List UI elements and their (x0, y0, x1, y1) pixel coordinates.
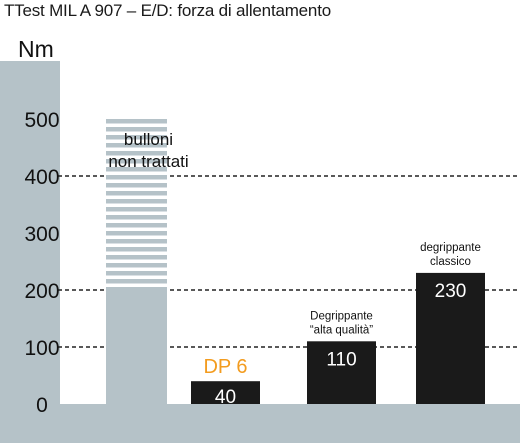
bar (416, 272, 485, 404)
bar-stripe (106, 151, 167, 156)
bar-category-label: classico (430, 256, 471, 268)
bar-stripe (106, 239, 167, 244)
bar-stripe (106, 183, 167, 188)
bar-stripe (106, 271, 167, 276)
bar-value-label: 230 (435, 281, 467, 302)
bar (191, 381, 260, 404)
bar-value-label: 40 (215, 387, 236, 408)
bar-value-label: 110 (326, 349, 356, 370)
chart-title: TTest MIL A 907 – E/D: forza di allentam… (4, 1, 331, 20)
bar-category-label: non trattati (108, 152, 188, 171)
bar-stripe (106, 215, 167, 220)
bar-stripe (106, 143, 167, 148)
bar-category-label: degrippante (420, 242, 481, 254)
y-axis-unit: Nm (18, 36, 54, 62)
y-tick-label: 500 (24, 109, 59, 132)
y-tick-label: 200 (24, 280, 59, 303)
bar-stripe (106, 199, 167, 204)
bar-stripe (106, 159, 167, 164)
bar (106, 290, 167, 404)
bar-stripe (106, 175, 167, 180)
bar-stripe (106, 167, 167, 172)
bar-stripe (106, 287, 167, 290)
y-tick-label: 400 (24, 166, 59, 189)
bar-stripe (106, 191, 167, 196)
bar-stripe (106, 127, 167, 132)
bar-stripe (106, 231, 167, 236)
bar-stripe (106, 255, 167, 260)
floor-panel (0, 404, 520, 443)
y-tick-label: 300 (24, 223, 59, 246)
bar-stripe (106, 263, 167, 268)
bar-stripe (106, 223, 167, 228)
bar-category-label: bulloni (124, 130, 173, 149)
axis-panel (0, 61, 60, 443)
bar-stripe (106, 119, 167, 124)
bar-category-label: Degrippante (310, 310, 373, 322)
bar-category-label: “alta qualità” (310, 324, 373, 336)
bar (307, 341, 376, 404)
bar-category-label: DP 6 (203, 356, 247, 378)
bar-stripe (106, 247, 167, 252)
bar-stripe (106, 207, 167, 212)
y-tick-label: 0 (36, 394, 48, 417)
bar-stripe (106, 135, 167, 140)
y-tick-label: 100 (24, 337, 59, 360)
bar-stripe (106, 279, 167, 284)
